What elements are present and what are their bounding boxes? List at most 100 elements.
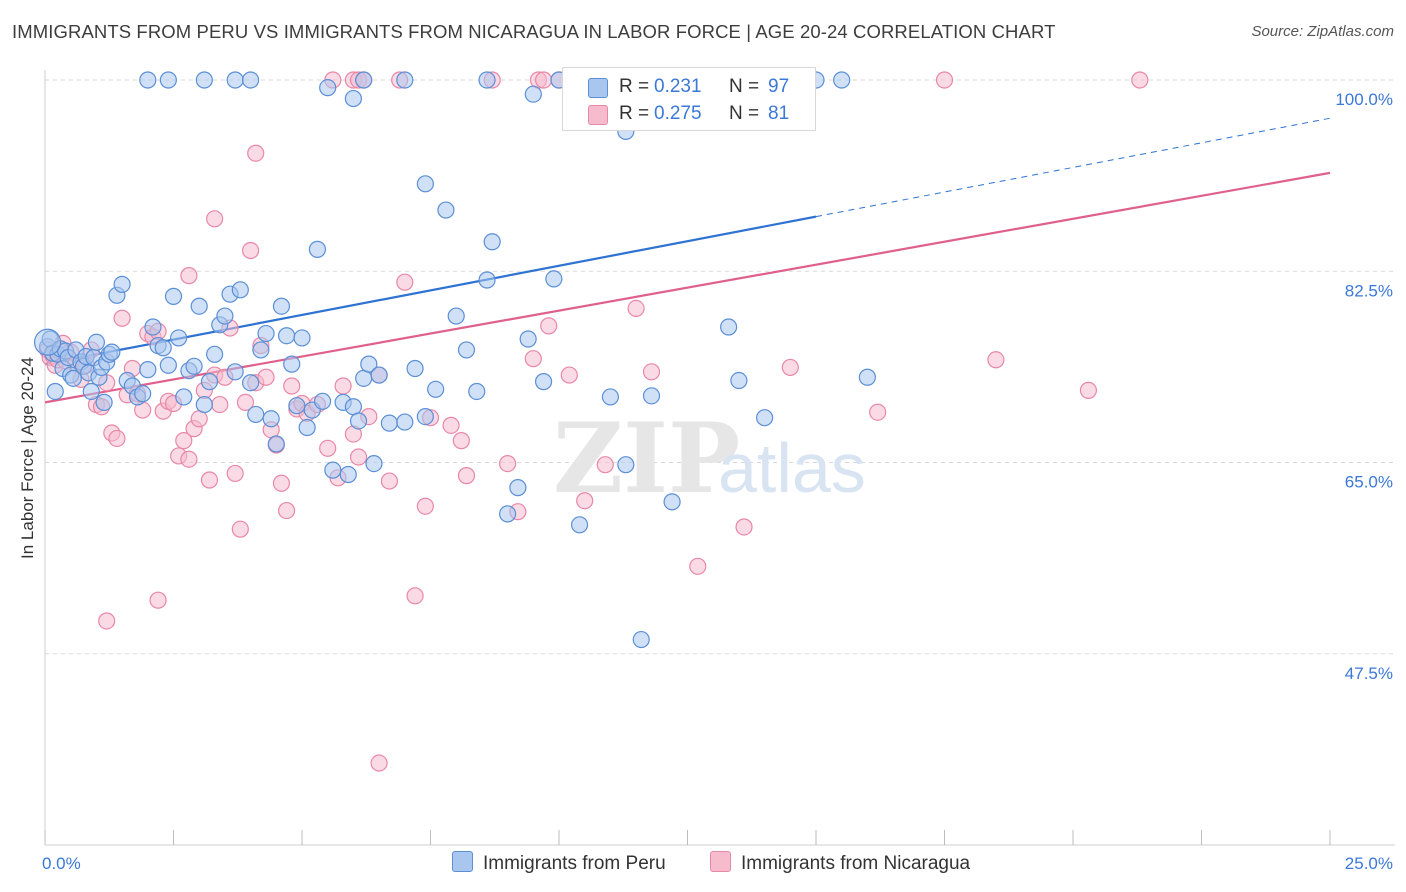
nicaragua-point [987, 351, 1005, 369]
nicaragua-point [180, 267, 198, 285]
peru-point [190, 297, 208, 315]
peru-point [344, 89, 362, 108]
peru-point [416, 408, 434, 426]
peru-point [216, 307, 234, 325]
nicaragua-point [211, 395, 229, 414]
nicaragua-swatch [588, 105, 608, 125]
peru-point [355, 369, 373, 387]
peru-point [313, 392, 332, 410]
peru-point [344, 398, 362, 416]
peru-points [33, 71, 877, 649]
nicaragua-point [457, 467, 476, 485]
peru-r-value: 0.231 [654, 76, 702, 97]
peru-point [288, 397, 306, 415]
nicaragua-point [596, 456, 614, 474]
nicaragua-n-value: 81 [768, 103, 790, 124]
peru-point [833, 71, 851, 89]
nicaragua-point [560, 366, 578, 384]
bottom-nicaragua-swatch [710, 851, 731, 872]
y-tick-label-2: 82.5% [1345, 281, 1393, 300]
peru-point [730, 371, 748, 390]
peru-point [370, 366, 388, 384]
peru-point [247, 405, 265, 424]
nicaragua-r-label: R = [619, 103, 650, 124]
peru-swatch [588, 78, 608, 98]
nicaragua-point [175, 432, 193, 450]
y-tick-labels: 47.5% 65.0% 82.5% 100.0% [1335, 90, 1393, 683]
peru-point [519, 330, 537, 348]
nicaragua-point [442, 416, 460, 434]
peru-point [308, 240, 327, 258]
nicaragua-point [180, 450, 198, 468]
nicaragua-point [98, 612, 116, 630]
peru-point [164, 287, 183, 305]
peru-point [339, 465, 357, 484]
peru-point [545, 270, 563, 288]
peru-point [457, 341, 476, 359]
peru-point [139, 361, 157, 379]
legend-row-peru: R = 0.231 N = 97 [563, 74, 813, 100]
peru-point [195, 395, 213, 414]
axes [44, 70, 1395, 846]
chart-title: IMMIGRANTS FROM PERU VS IMMIGRANTS FROM … [12, 21, 1056, 42]
peru-point [170, 329, 188, 347]
nicaragua-point [406, 587, 424, 605]
peru-point [200, 373, 219, 391]
bottom-peru-label: Immigrants from Peru [483, 853, 666, 874]
peru-point [396, 71, 414, 89]
peru-point [195, 71, 213, 89]
peru-point [82, 382, 100, 401]
nicaragua-point [540, 317, 558, 335]
peru-point [231, 281, 249, 299]
peru-point [103, 343, 121, 361]
nicaragua-point [272, 474, 291, 492]
peru-point [427, 380, 445, 398]
peru-point [252, 341, 270, 359]
peru-point [113, 275, 131, 293]
peru-point [380, 414, 398, 432]
peru-point [642, 387, 661, 405]
peru-point [159, 356, 177, 374]
peru-point [277, 327, 296, 345]
peru-point [242, 374, 260, 392]
nicaragua-point [452, 432, 470, 450]
nicaragua-point [236, 393, 255, 411]
peru-point [319, 79, 337, 97]
bottom-legend-peru: Immigrants from Peru [452, 851, 666, 877]
peru-point [257, 324, 275, 343]
bottom-peru-swatch [452, 851, 473, 872]
peru-point [134, 385, 152, 403]
y-axis-label: In Labor Force | Age 20-24 [18, 357, 37, 559]
y-tick-label-3: 100.0% [1335, 90, 1393, 109]
peru-point [617, 456, 635, 474]
peru-r-label: R = [619, 76, 650, 97]
nicaragua-point [576, 492, 594, 510]
peru-point [33, 328, 62, 356]
y-tick-label-1: 65.0% [1345, 473, 1393, 492]
peru-point [416, 175, 434, 193]
nicaragua-point [380, 472, 398, 490]
nicaragua-point [781, 358, 799, 377]
peru-point [349, 412, 368, 430]
x-tick-label-min: 0.0% [42, 854, 81, 873]
peru-point [206, 345, 224, 363]
nicaragua-point [206, 210, 224, 228]
nicaragua-point [935, 71, 954, 89]
peru-point [663, 493, 681, 511]
peru-point [478, 71, 496, 89]
nicaragua-point [334, 377, 352, 395]
bottom-nicaragua-label: Immigrants from Nicaragua [741, 853, 971, 874]
nicaragua-point [231, 520, 249, 538]
peru-point [524, 85, 542, 103]
nicaragua-point [247, 144, 265, 162]
peru-point [720, 318, 738, 336]
peru-point [262, 410, 280, 428]
peru-n-label: N = [729, 76, 760, 97]
peru-point [226, 363, 244, 381]
nicaragua-point [534, 71, 553, 89]
nicaragua-point [149, 591, 167, 609]
x-tick-label-max: 25.0% [1345, 854, 1393, 873]
peru-point [509, 479, 527, 497]
peru-point [478, 271, 496, 289]
source-credit: Source: ZipAtlas.com [1251, 23, 1394, 40]
